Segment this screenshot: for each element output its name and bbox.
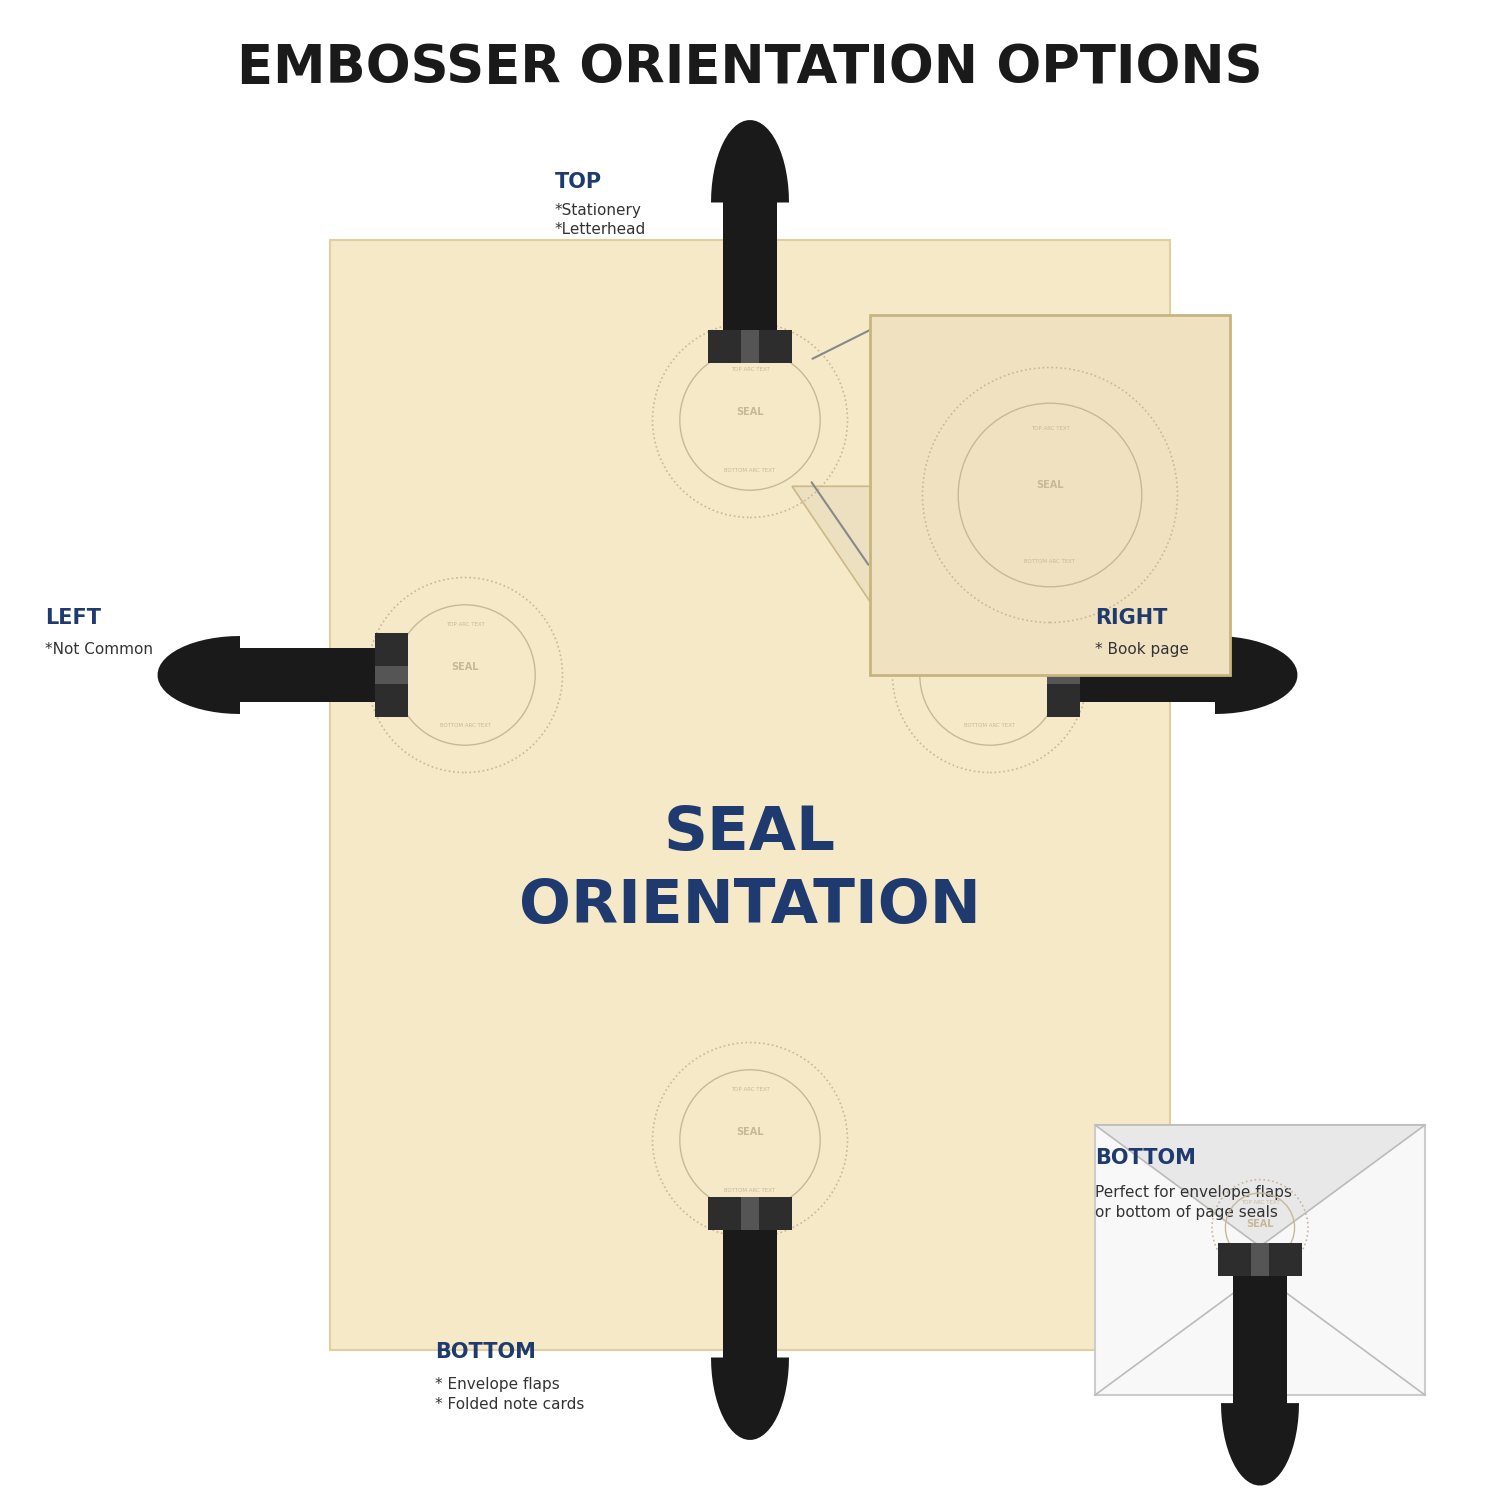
Bar xyxy=(708,330,792,363)
Bar xyxy=(1047,666,1080,684)
Text: RIGHT: RIGHT xyxy=(1095,608,1167,627)
Bar xyxy=(1233,1275,1287,1410)
Bar xyxy=(741,1197,759,1230)
Text: * Envelope flaps
* Folded note cards: * Envelope flaps * Folded note cards xyxy=(435,1377,585,1411)
Text: Perfect for envelope flaps
or bottom of page seals: Perfect for envelope flaps or bottom of … xyxy=(1095,1185,1292,1219)
Bar xyxy=(723,1230,777,1365)
Text: TOP ARC TEXT: TOP ARC TEXT xyxy=(970,622,1010,627)
Bar xyxy=(723,195,777,330)
Text: SEAL: SEAL xyxy=(976,662,1004,672)
FancyBboxPatch shape xyxy=(870,315,1230,675)
Text: TOP ARC TEXT: TOP ARC TEXT xyxy=(730,368,770,372)
Text: *Stationery
*Letterhead: *Stationery *Letterhead xyxy=(555,202,646,237)
Text: EMBOSSER ORIENTATION OPTIONS: EMBOSSER ORIENTATION OPTIONS xyxy=(237,42,1263,93)
FancyBboxPatch shape xyxy=(1095,1125,1425,1395)
FancyBboxPatch shape xyxy=(330,240,1170,1350)
Text: BOTTOM: BOTTOM xyxy=(435,1342,536,1362)
Text: BOTTOM ARC TEXT: BOTTOM ARC TEXT xyxy=(440,723,491,728)
Bar xyxy=(375,633,408,717)
Bar xyxy=(741,330,759,363)
Bar xyxy=(240,648,375,702)
Text: * Book page: * Book page xyxy=(1095,642,1190,657)
Text: TOP: TOP xyxy=(555,172,602,192)
Polygon shape xyxy=(711,1358,789,1440)
Bar xyxy=(1218,1242,1302,1275)
Bar xyxy=(1251,1242,1269,1275)
Text: SEAL
ORIENTATION: SEAL ORIENTATION xyxy=(519,804,981,936)
Text: SEAL: SEAL xyxy=(1246,1220,1274,1228)
Text: BOTTOM ARC TEXT: BOTTOM ARC TEXT xyxy=(1024,560,1075,564)
Text: BOTTOM ARC TEXT: BOTTOM ARC TEXT xyxy=(724,1188,776,1192)
Bar xyxy=(1080,648,1215,702)
Text: BOTTOM ARC TEXT: BOTTOM ARC TEXT xyxy=(964,723,1016,728)
Text: BOTTOM: BOTTOM xyxy=(1095,1148,1196,1167)
Text: BOTTOM ARC TEXT: BOTTOM ARC TEXT xyxy=(724,468,776,472)
Polygon shape xyxy=(792,486,1029,662)
Text: SEAL: SEAL xyxy=(736,1126,764,1137)
Polygon shape xyxy=(1095,1125,1425,1246)
Text: TOP ARC TEXT: TOP ARC TEXT xyxy=(1030,426,1069,430)
Text: TOP ARC TEXT: TOP ARC TEXT xyxy=(446,622,485,627)
Text: TOP ARC TEXT: TOP ARC TEXT xyxy=(730,1088,770,1092)
Polygon shape xyxy=(1215,636,1298,714)
Polygon shape xyxy=(158,636,240,714)
Bar xyxy=(708,1197,792,1230)
Text: LEFT: LEFT xyxy=(45,608,100,627)
Bar xyxy=(375,666,408,684)
Polygon shape xyxy=(711,120,789,202)
Text: TOP ARC TEXT: TOP ARC TEXT xyxy=(1240,1200,1280,1204)
Text: BOTTOM ARC TEXT: BOTTOM ARC TEXT xyxy=(1234,1250,1286,1256)
Text: SEAL: SEAL xyxy=(736,406,764,417)
Text: SEAL: SEAL xyxy=(1036,480,1064,490)
Bar xyxy=(1047,633,1080,717)
Text: *Not Common: *Not Common xyxy=(45,642,153,657)
Text: SEAL: SEAL xyxy=(452,662,478,672)
Polygon shape xyxy=(1221,1402,1299,1485)
